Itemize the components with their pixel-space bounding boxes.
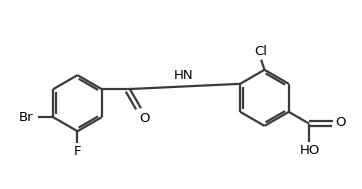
Text: O: O [335,116,346,129]
Text: Cl: Cl [254,45,268,58]
Text: O: O [139,112,150,125]
Text: F: F [74,145,81,158]
Text: Br: Br [19,111,34,124]
Text: HO: HO [299,144,320,157]
Text: HN: HN [174,69,193,82]
